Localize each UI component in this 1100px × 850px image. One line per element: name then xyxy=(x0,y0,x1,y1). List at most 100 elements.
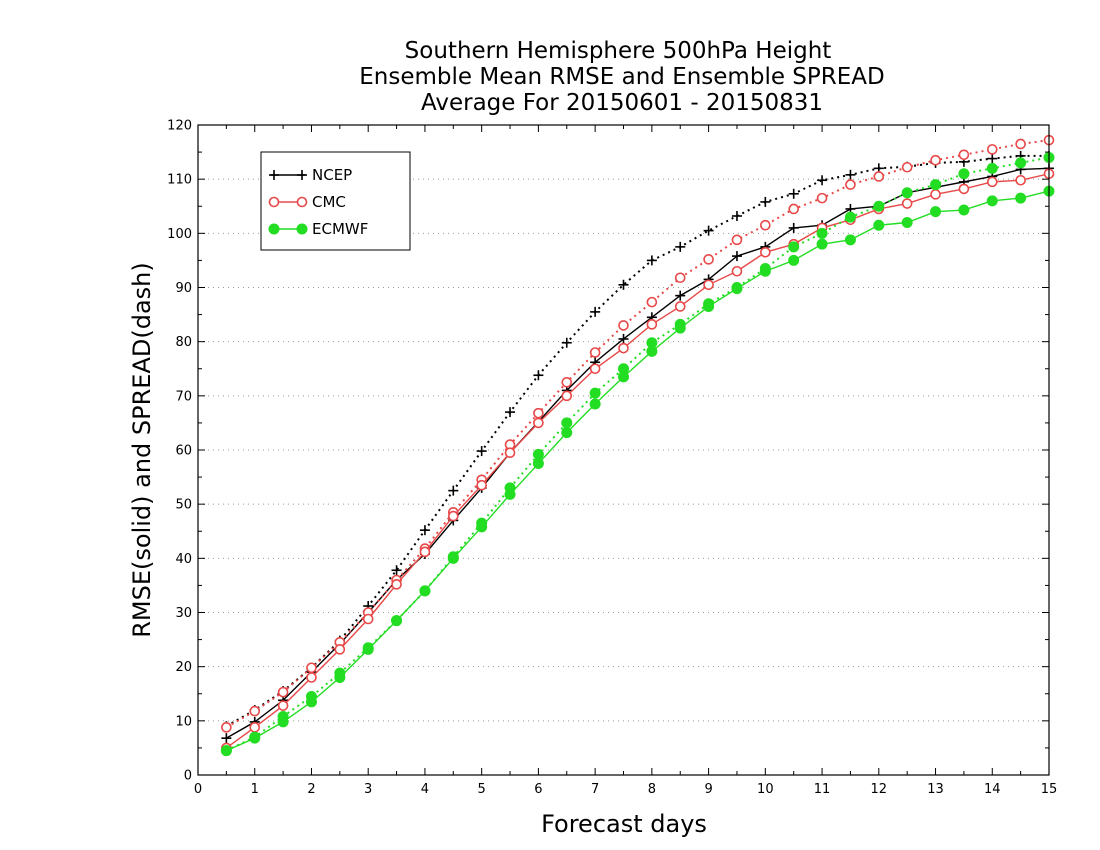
ncep-spread-point xyxy=(419,525,430,536)
ecmwf-spread-point xyxy=(930,179,942,191)
x-tick-label: 5 xyxy=(478,782,486,797)
y-tick-label: 10 xyxy=(175,714,192,729)
ncep-rmse-point xyxy=(731,251,742,262)
cmc-spread-point xyxy=(788,203,800,215)
cmc-spread-point xyxy=(306,662,317,674)
cmc-rmse-point xyxy=(703,279,714,291)
ecmwf-spread-point xyxy=(1015,157,1027,169)
grid-lines xyxy=(198,178,1049,722)
ncep-spread-point xyxy=(590,306,601,317)
cmc-spread-point xyxy=(845,179,856,190)
cmc-spread-point xyxy=(533,407,544,419)
ecmwf-spread-point xyxy=(958,168,970,180)
chart-title-line-3: Average For 20150601 - 20150831 xyxy=(421,90,823,116)
ecmwf-spread-point xyxy=(844,211,856,223)
legend-box xyxy=(260,151,411,251)
x-tick-label: 13 xyxy=(927,782,944,797)
ecmwf-spread-point xyxy=(788,241,800,253)
ncep-spread-point xyxy=(448,485,459,496)
y-tick-label: 50 xyxy=(175,498,192,513)
legend-marker-cmc xyxy=(268,196,280,208)
ncep-spread-point xyxy=(731,211,742,221)
cmc-spread-point xyxy=(249,705,261,717)
ncep-spread-point xyxy=(817,175,828,186)
y-tick-label: 70 xyxy=(175,389,192,404)
cmc-rmse-point xyxy=(476,479,487,491)
cmc-rmse-point xyxy=(334,644,346,655)
cmc-rmse-point xyxy=(447,510,459,522)
legend-item-ncep: NCEP xyxy=(269,166,352,184)
ecmwf-rmse-point xyxy=(391,615,403,627)
x-tick-label: 6 xyxy=(534,782,542,797)
cmc-spread-point xyxy=(760,219,771,231)
legend-label-cmc: CMC xyxy=(312,193,346,211)
cmc-spread-point xyxy=(901,161,913,173)
ecmwf-rmse-point xyxy=(362,643,374,655)
ecmwf-rmse-point xyxy=(305,696,317,708)
ncep-spread-point xyxy=(703,225,714,236)
x-tick-label: 11 xyxy=(814,782,831,797)
ecmwf-rmse-point xyxy=(1015,192,1027,204)
ecmwf-rmse-point xyxy=(447,552,459,564)
legend-marker-cmc xyxy=(296,196,308,208)
ecmwf-rmse-point xyxy=(703,300,715,312)
ecmwf-rmse-point xyxy=(249,732,261,744)
ncep-spread-point xyxy=(788,188,799,199)
legend-marker-ncep xyxy=(269,170,279,180)
x-tick-label: 2 xyxy=(307,782,315,797)
x-tick-label: 3 xyxy=(364,782,372,797)
ncep-rmse-point xyxy=(221,733,232,744)
ncep-rmse-point xyxy=(618,333,629,344)
ncep-spread-point xyxy=(505,407,516,418)
ncep-spread-point xyxy=(760,196,771,207)
y-tick-label: 20 xyxy=(175,660,192,675)
ecmwf-spread-point xyxy=(816,227,828,239)
cmc-rmse-point xyxy=(533,417,544,429)
ecmwf-rmse-point xyxy=(930,206,942,218)
legend-marker-ecmwf xyxy=(268,223,280,235)
cmc-spread-point xyxy=(958,149,970,161)
ecmwf-rmse-point xyxy=(618,371,629,383)
chart-title-line-1: Southern Hemisphere 500hPa Height xyxy=(405,38,832,64)
ecmwf-rmse-point xyxy=(589,398,601,410)
cmc-spread-point xyxy=(986,144,998,155)
ncep-spread-point xyxy=(845,169,856,180)
y-axis-label: RMSE(solid) and SPREAD(dash) xyxy=(128,262,156,638)
ncep-spread-point xyxy=(646,255,657,266)
cmc-rmse-point xyxy=(589,363,601,375)
ecmwf-rmse-point xyxy=(759,265,771,277)
ecmwf-rmse-point xyxy=(334,672,346,683)
cmc-rmse-point xyxy=(1015,174,1026,186)
legend-item-ecmwf: ECMWF xyxy=(268,220,368,238)
cmc-rmse-point xyxy=(306,672,317,683)
cmc-rmse-point xyxy=(419,546,431,558)
ncep-rmse-point xyxy=(788,222,799,233)
ecmwf-spread-point xyxy=(589,387,601,399)
x-tick-label: 10 xyxy=(757,782,774,797)
cmc-spread-point xyxy=(589,347,601,358)
y-tick-label: 60 xyxy=(175,444,192,459)
ecmwf-rmse-point xyxy=(419,585,431,597)
cmc-spread-point xyxy=(703,254,714,265)
x-tick-label: 14 xyxy=(984,782,1001,797)
cmc-rmse-point xyxy=(731,265,743,277)
x-tick-label: 8 xyxy=(648,782,656,797)
ncep-spread-point xyxy=(391,565,402,576)
y-tick-label: 30 xyxy=(175,606,192,621)
ecmwf-spread-point xyxy=(873,200,885,212)
y-tick-label: 100 xyxy=(167,227,192,242)
ncep-spread-point xyxy=(476,446,487,457)
ecmwf-rmse-point xyxy=(646,345,658,357)
ncep-spread-point xyxy=(533,370,544,381)
ecmwf-spread-point xyxy=(901,187,913,199)
ecmwf-rmse-point xyxy=(532,458,544,470)
cmc-rmse-point xyxy=(277,700,289,711)
plot-series xyxy=(220,134,1055,757)
ecmwf-spread-point xyxy=(986,162,998,174)
cmc-rmse-point xyxy=(391,579,402,590)
cmc-rmse-point xyxy=(930,189,941,200)
x-tick-label: 7 xyxy=(591,782,599,797)
ecmwf-rmse-point xyxy=(504,488,516,500)
legend-item-cmc: CMC xyxy=(268,193,346,211)
cmc-rmse-point xyxy=(674,301,686,312)
